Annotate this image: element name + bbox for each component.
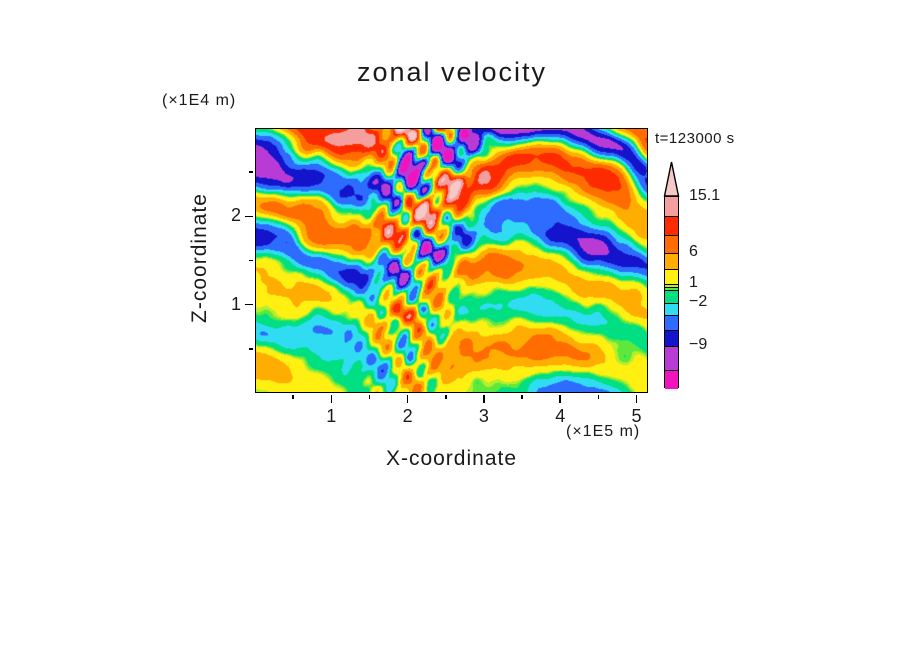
y-minor-tick [248,259,254,262]
y-tick-label: 1 [230,293,241,314]
y-minor-tick [248,171,254,173]
x-axis-unit: (×1E5 m) [566,423,641,440]
x-minor-tick [597,394,600,400]
colorbar-overflow-pennant [663,161,680,197]
x-major-tick [330,394,333,403]
x-axis-label: X-coordinate [385,447,518,470]
x-minor-tick [292,394,294,400]
y-major-tick [245,215,254,218]
y-axis-unit: (×1E4 m) [162,92,237,109]
colorbar-label: 15.1 [689,187,721,204]
colorbar-band [665,197,678,217]
pennant-shape [663,161,680,197]
y-minor-tick [248,348,254,350]
colorbar-band [665,314,678,331]
colorbar-band [665,330,678,346]
colorbar-band [665,268,678,284]
x-tick-label: 2 [402,406,413,426]
y-axis-label: Z-coordinate [188,193,211,323]
colorbar-band [665,302,678,315]
plot-area [255,128,648,393]
colorbar-label: 6 [689,243,698,261]
colorbar-bands [665,197,678,389]
colorbar-label: 1 [689,274,698,292]
x-minor-tick [521,394,523,400]
heatmap-canvas [256,129,647,392]
x-tick-label: 4 [555,406,566,426]
x-major-tick [559,394,562,403]
x-minor-tick [444,394,447,400]
chart-title: zonal velocity [356,57,548,87]
x-major-tick [635,394,638,403]
y-tick-label: 2 [230,205,241,226]
colorbar-label: −2 [689,292,708,310]
x-tick-label: 1 [326,406,337,426]
x-tick-label: 3 [478,406,489,426]
colorbar-band [665,253,678,269]
colorbar-band [665,234,678,254]
colorbar-band [665,290,678,303]
time-annotation: t=123000 s [655,130,735,147]
x-minor-tick [368,394,371,400]
colorbar-band [665,370,678,389]
colorbar-band [665,284,678,288]
colorbar-band [665,345,678,371]
colorbar [664,196,679,389]
x-major-tick [483,394,485,403]
x-major-tick [406,394,409,403]
colorbar-band [665,216,678,235]
y-major-tick [245,303,254,306]
colorbar-label: −9 [689,335,708,353]
colorbar-band [665,287,678,291]
